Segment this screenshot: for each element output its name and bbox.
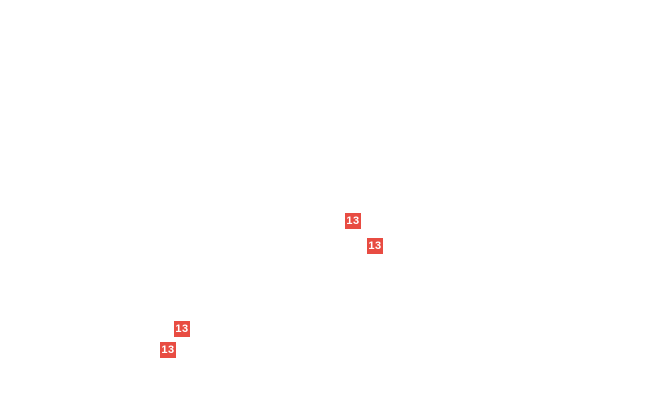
- part-callout-badge[interactable]: 13: [345, 213, 361, 229]
- part-callout-label: 13: [346, 214, 360, 227]
- part-callout-badge[interactable]: 13: [160, 342, 176, 358]
- part-callout-label: 13: [161, 343, 175, 356]
- part-callout-label: 13: [175, 322, 189, 335]
- part-callout-badge[interactable]: 13: [174, 321, 190, 337]
- part-callout-label: 13: [368, 239, 382, 252]
- part-callout-badge[interactable]: 13: [367, 238, 383, 254]
